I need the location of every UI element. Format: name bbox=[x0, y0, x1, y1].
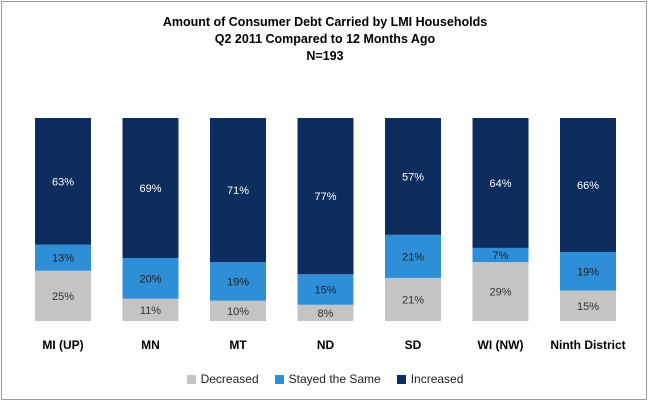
data-label-sd-stayed-the-same: 21% bbox=[402, 251, 424, 263]
category-label-mn: MN bbox=[141, 338, 160, 352]
bar-mn-increased bbox=[122, 118, 179, 259]
bar-sd-increased bbox=[385, 118, 441, 235]
bar-mn-stayed-the-same bbox=[122, 258, 179, 299]
bar-wi-nw-increased bbox=[472, 118, 529, 248]
data-label-mn-stayed-the-same: 20% bbox=[139, 273, 161, 285]
chart-titles: Amount of Consumer Debt Carried by LMI H… bbox=[0, 14, 650, 65]
category-label-mt: MT bbox=[229, 338, 247, 352]
bar-nd-stayed-the-same bbox=[297, 274, 354, 305]
bar-sd-decreased bbox=[385, 277, 441, 321]
chart-legend: Decreased Stayed the Same Increased bbox=[0, 372, 650, 386]
bar-nd-increased bbox=[297, 118, 354, 275]
chart-sample-size: N=193 bbox=[306, 49, 344, 63]
bar-mt-stayed-the-same bbox=[210, 262, 266, 301]
legend-item-increased: Increased bbox=[396, 372, 464, 386]
chart-title: Amount of Consumer Debt Carried by LMI H… bbox=[162, 15, 488, 29]
bar-ninth-district-increased bbox=[560, 118, 616, 252]
chart-subtitle: Q2 2011 Compared to 12 Months Ago bbox=[214, 32, 436, 46]
data-label-ninth-district-increased: 66% bbox=[577, 180, 599, 192]
data-label-wi-nw-increased: 64% bbox=[489, 178, 511, 190]
data-label-mn-decreased: 11% bbox=[140, 305, 161, 317]
data-label-sd-increased: 57% bbox=[402, 171, 424, 183]
bar-ninth-district-decreased bbox=[560, 290, 616, 321]
data-label-mt-stayed-the-same: 19% bbox=[227, 276, 249, 288]
data-label-nd-stayed-the-same: 15% bbox=[314, 285, 336, 297]
bar-mn-decreased bbox=[122, 298, 179, 321]
data-label-mi-up-stayed-the-same: 13% bbox=[52, 253, 74, 265]
bar-mi-up-stayed-the-same bbox=[35, 244, 91, 271]
data-label-ninth-district-stayed-the-same: 19% bbox=[577, 266, 599, 278]
data-label-sd-decreased: 21% bbox=[402, 294, 424, 306]
bar-wi-nw-decreased bbox=[472, 262, 529, 321]
data-label-wi-nw-decreased: 29% bbox=[489, 287, 511, 299]
legend-label-decreased: Decreased bbox=[200, 372, 259, 386]
data-label-mi-up-decreased: 25% bbox=[52, 291, 74, 303]
bar-mt-increased bbox=[210, 118, 266, 263]
category-label-wi-nw: WI (NW) bbox=[478, 338, 524, 352]
data-label-ninth-district-decreased: 15% bbox=[577, 301, 599, 313]
legend-item-decreased: Decreased bbox=[186, 372, 259, 386]
data-label-nd-increased: 77% bbox=[314, 191, 336, 203]
bar-ninth-district-stayed-the-same bbox=[560, 251, 616, 291]
legend-swatch-stayed-the-same bbox=[274, 374, 284, 384]
legend-swatch-increased bbox=[396, 374, 406, 384]
category-label-sd: SD bbox=[405, 338, 422, 352]
bar-mi-up-decreased bbox=[35, 270, 91, 321]
data-label-mn-increased: 69% bbox=[139, 183, 161, 195]
bar-nd-decreased bbox=[297, 304, 354, 321]
category-label-ninth-district: Ninth District bbox=[550, 338, 625, 352]
category-label-mi-up: MI (UP) bbox=[42, 338, 83, 352]
bar-sd-stayed-the-same bbox=[385, 234, 441, 278]
category-label-nd: ND bbox=[317, 338, 335, 352]
legend-label-stayed-the-same: Stayed the Same bbox=[288, 372, 381, 386]
bar-mt-decreased bbox=[210, 300, 266, 321]
legend-swatch-decreased bbox=[186, 374, 196, 384]
data-label-mi-up-increased: 63% bbox=[52, 176, 74, 188]
bar-wi-nw-stayed-the-same bbox=[472, 247, 529, 263]
legend-item-stayed-the-same: Stayed the Same bbox=[274, 372, 381, 386]
legend-label-increased: Increased bbox=[410, 372, 464, 386]
data-label-nd-decreased: 8% bbox=[318, 308, 334, 320]
bar-mi-up-increased bbox=[35, 118, 91, 245]
data-label-wi-nw-stayed-the-same: 7% bbox=[493, 250, 509, 262]
data-label-mt-decreased: 10% bbox=[227, 306, 249, 318]
data-label-mt-increased: 71% bbox=[227, 185, 249, 197]
